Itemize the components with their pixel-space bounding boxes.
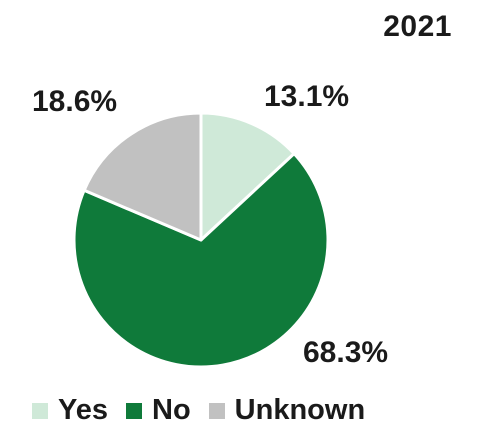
data-label-no: 68.3% — [303, 336, 389, 369]
legend-swatch-no — [126, 402, 142, 419]
legend-label-no: No — [152, 394, 191, 426]
chart-title: 2021 — [383, 10, 452, 43]
legend-label-yes: Yes — [58, 394, 108, 426]
legend-item-no: No — [126, 394, 191, 427]
legend-swatch-yes — [32, 402, 48, 419]
pie-slice-unknown — [82, 111, 203, 242]
pie-slice-yes — [199, 111, 296, 242]
legend-item-yes: Yes — [32, 394, 108, 427]
legend-swatch-unknown — [208, 402, 225, 419]
pie-slice-no — [72, 152, 330, 369]
legend: Yes No Unknown — [32, 394, 365, 427]
legend-label-unknown: Unknown — [234, 394, 366, 426]
legend-item-unknown: Unknown — [208, 394, 366, 427]
data-label-unknown: 18.6% — [32, 85, 118, 118]
data-label-yes: 13.1% — [264, 80, 350, 113]
